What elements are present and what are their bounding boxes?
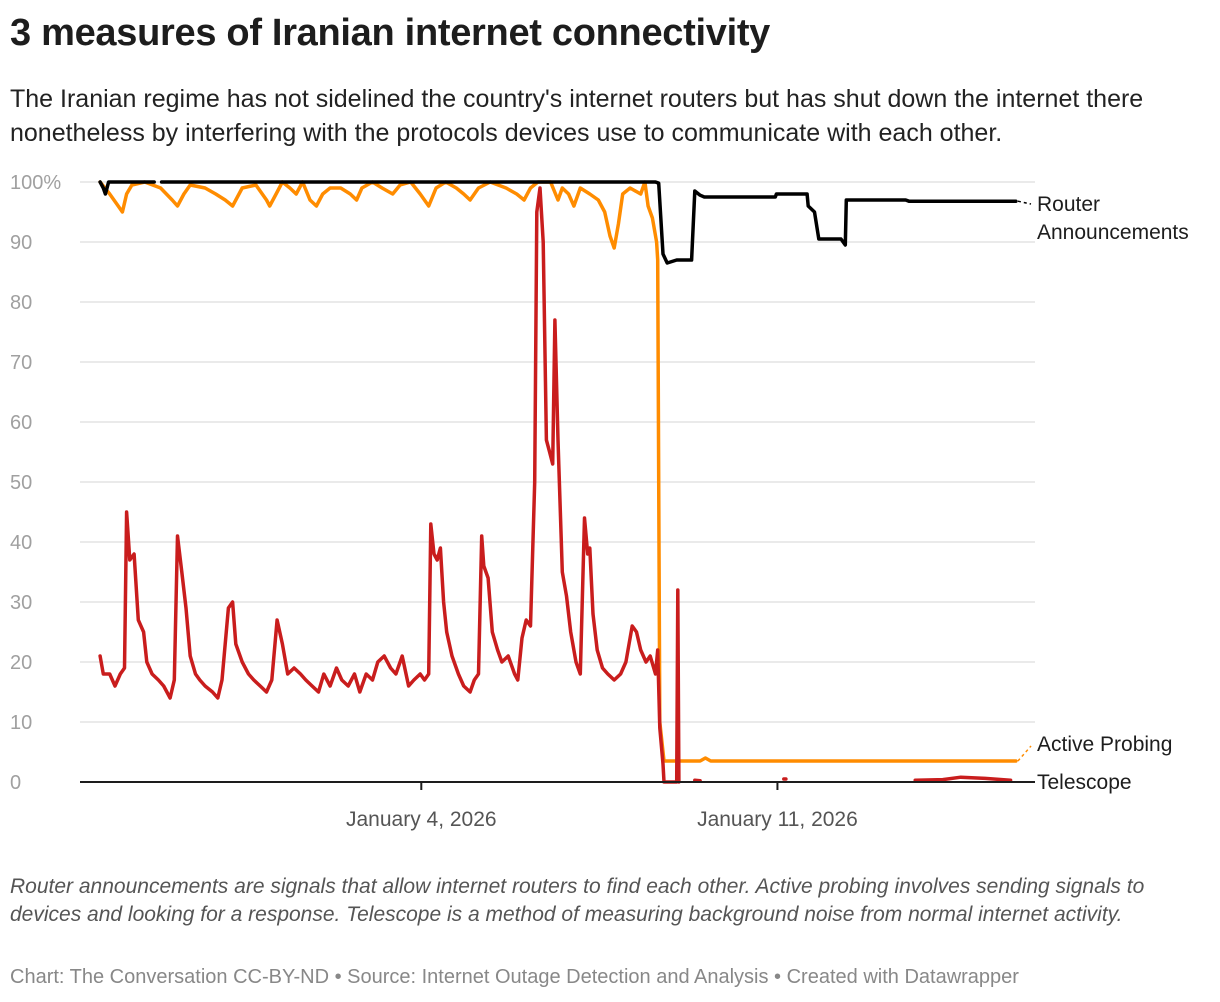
series-line-active-probing [98,180,1018,763]
y-axis-ticks: 0 10 20 30 40 50 60 70 80 90 100% [10,172,61,794]
series-label: Telescope [1037,771,1132,794]
x-tick-label: January 4, 2026 [346,808,497,831]
y-tick-label: 10 [10,712,32,734]
y-tick-label: 20 [10,652,32,674]
y-tick-label: 40 [10,532,32,554]
y-tick-label: 80 [10,292,32,314]
chart-subtitle: The Iranian regime has not sidelined the… [10,85,1144,147]
series-label: Active Probing [1037,733,1172,756]
x-tick-label: January 11, 2026 [697,808,858,831]
chart-notes: Router announcements are signals that al… [10,875,1145,926]
series-lines [98,180,1018,784]
y-tick-label: 30 [10,592,32,614]
label-connector [1017,745,1032,762]
y-tick-label: 70 [10,352,32,374]
label-connector [1017,200,1032,205]
series-line-telescope [98,186,1013,784]
y-tick-label: 60 [10,412,32,434]
y-tick-label: 90 [10,232,32,254]
y-tick-label: 0 [10,772,21,794]
y-tick-label: 50 [10,472,32,494]
y-tick-label: 100% [10,172,61,194]
series-labels: Router Announcements Active Probing Telesco… [1017,193,1189,794]
series-line-router-announcements [98,180,1018,265]
x-axis: January 4, 2026 January 11, 2026 [80,781,1035,831]
series-label: Announcements [1037,221,1189,244]
chart-footer: Chart: The Conversation CC-BY-ND • Sourc… [10,966,1019,988]
series-label: Router [1037,193,1100,216]
chart-title: 3 measures of Iranian internet connectiv… [10,12,771,54]
